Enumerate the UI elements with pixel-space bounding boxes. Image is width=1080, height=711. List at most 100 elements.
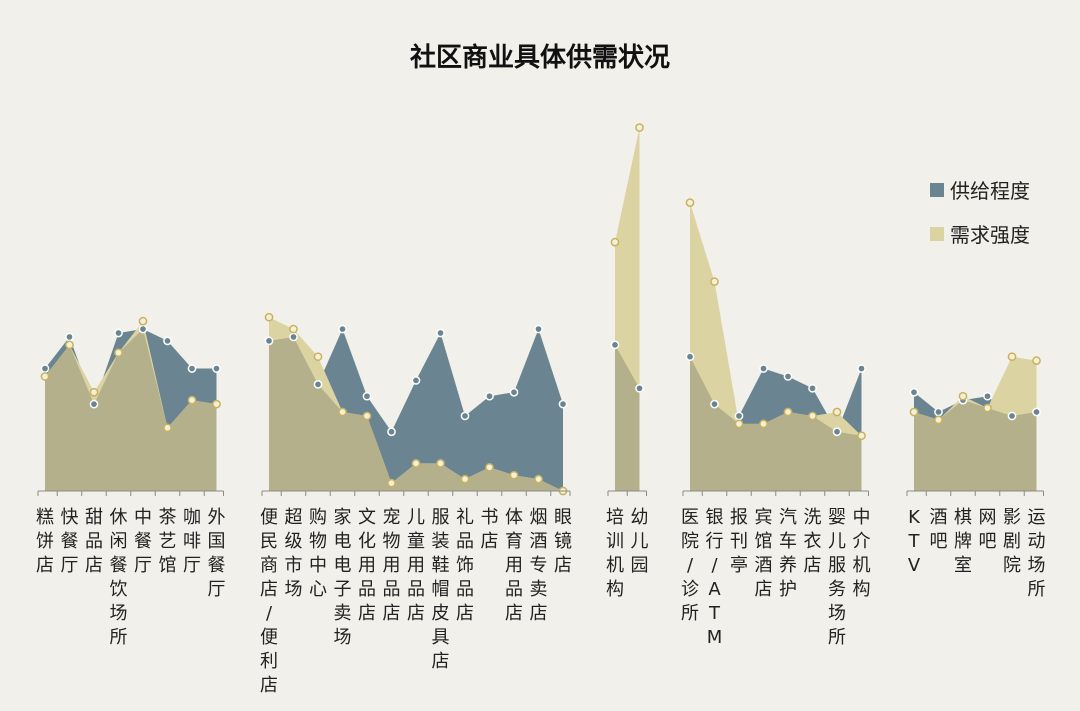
legend-swatch-supply [930,183,944,197]
legend-label-supply: 供给程度 [950,179,1030,203]
category-label: 糕饼店 [36,507,54,576]
category-label: 外国餐厅 [208,507,226,600]
demand-point [460,474,470,484]
legend-label-demand: 需求强度 [950,223,1030,247]
supply-point [289,332,298,342]
category-label: 茶艺馆 [159,507,177,576]
supply-point [1007,411,1017,421]
supply-point [610,340,620,350]
demand-point [635,123,644,132]
supply-point [40,364,50,373]
category-label: 婴儿服务场所 [828,507,846,648]
supply-point [387,427,396,437]
demand-point [163,423,172,433]
supply-point [338,324,347,334]
category-label: 咖啡厅 [183,507,201,576]
supply-point [558,399,568,409]
demand-point [65,340,74,350]
demand-point [485,462,494,472]
overlap-area-group-4 [914,400,1037,491]
category-label: 书店 [481,507,499,552]
demand-point [832,407,842,417]
supply-point [909,387,919,397]
demand-point [40,372,50,381]
demand-point [534,474,543,484]
category-label: 中介机构 [853,507,871,600]
supply-point [264,336,274,346]
supply-point [460,411,470,421]
demand-point [138,316,148,326]
demand-point [411,459,421,468]
category-label: 礼品饰品店 [456,507,474,624]
demand-point [509,470,519,480]
supply-point [983,391,992,401]
demand-point [759,419,768,429]
category-label: 烟酒专卖店 [530,507,548,624]
category-label: 银行/A T M [706,507,724,648]
demand-point [264,312,274,322]
demand-point [313,352,323,362]
demand-point [685,198,695,207]
supply-point [212,364,221,373]
category-label: 服装鞋帽皮具店 [432,507,450,672]
category-label: 购物中心 [309,507,327,600]
demand-point [734,419,744,429]
demand-point [289,324,298,334]
supply-point [138,324,148,334]
category-label: 超级市场 [285,507,303,600]
category-label: 文化用品店 [358,507,376,624]
supply-point [635,383,644,393]
demand-point [362,411,372,421]
overlap-area-group-3 [690,356,862,491]
category-label: 休闲餐饮场所 [110,507,128,648]
demand-point [783,407,793,417]
supply-point [832,427,842,437]
demand-point [909,407,919,417]
demand-point [212,399,221,409]
category-label: 棋牌室 [954,507,972,576]
chart-title: 社区商业具体供需状况 [410,42,670,73]
category-label: 快餐厅 [61,507,79,576]
demand-point [436,459,445,468]
category-label: 报刊亭 [730,507,748,576]
category-label: 培训机构 [606,507,624,600]
category-label: 眼镜店 [554,507,572,576]
supply-point [783,372,793,381]
legend-swatch-demand [930,227,944,241]
category-label: 医院/诊所 [681,507,699,624]
plot-area [40,123,1041,496]
supply-point [313,380,323,389]
supply-point [857,364,866,373]
supply-point [411,376,421,385]
supply-point [1032,407,1041,417]
demand-point [338,407,347,417]
category-label: 洗衣店 [804,507,822,576]
supply-point [509,387,519,397]
category-label: 影剧院 [1003,507,1021,576]
category-label: 中餐厅 [134,507,152,576]
demand-point [387,478,396,488]
supply-point [362,391,372,401]
supply-point [934,407,943,417]
demand-point [187,395,197,405]
demand-point [808,411,817,421]
supply-point [485,391,494,401]
demand-point [1007,352,1017,362]
supply-point [710,399,719,409]
supply-point [734,411,744,421]
demand-point [89,387,99,397]
demand-point [958,391,968,401]
category-label: 宾馆酒店 [755,507,773,600]
supply-point [89,399,99,409]
supply-point [808,383,817,393]
category-label: 甜品店 [85,507,103,576]
category-label: 儿童用品店 [407,507,425,624]
x-axis [37,490,1044,496]
overlap-area-group-2 [615,344,640,491]
supply-point [163,336,172,346]
demand-point [710,277,719,286]
demand-point [857,431,866,441]
